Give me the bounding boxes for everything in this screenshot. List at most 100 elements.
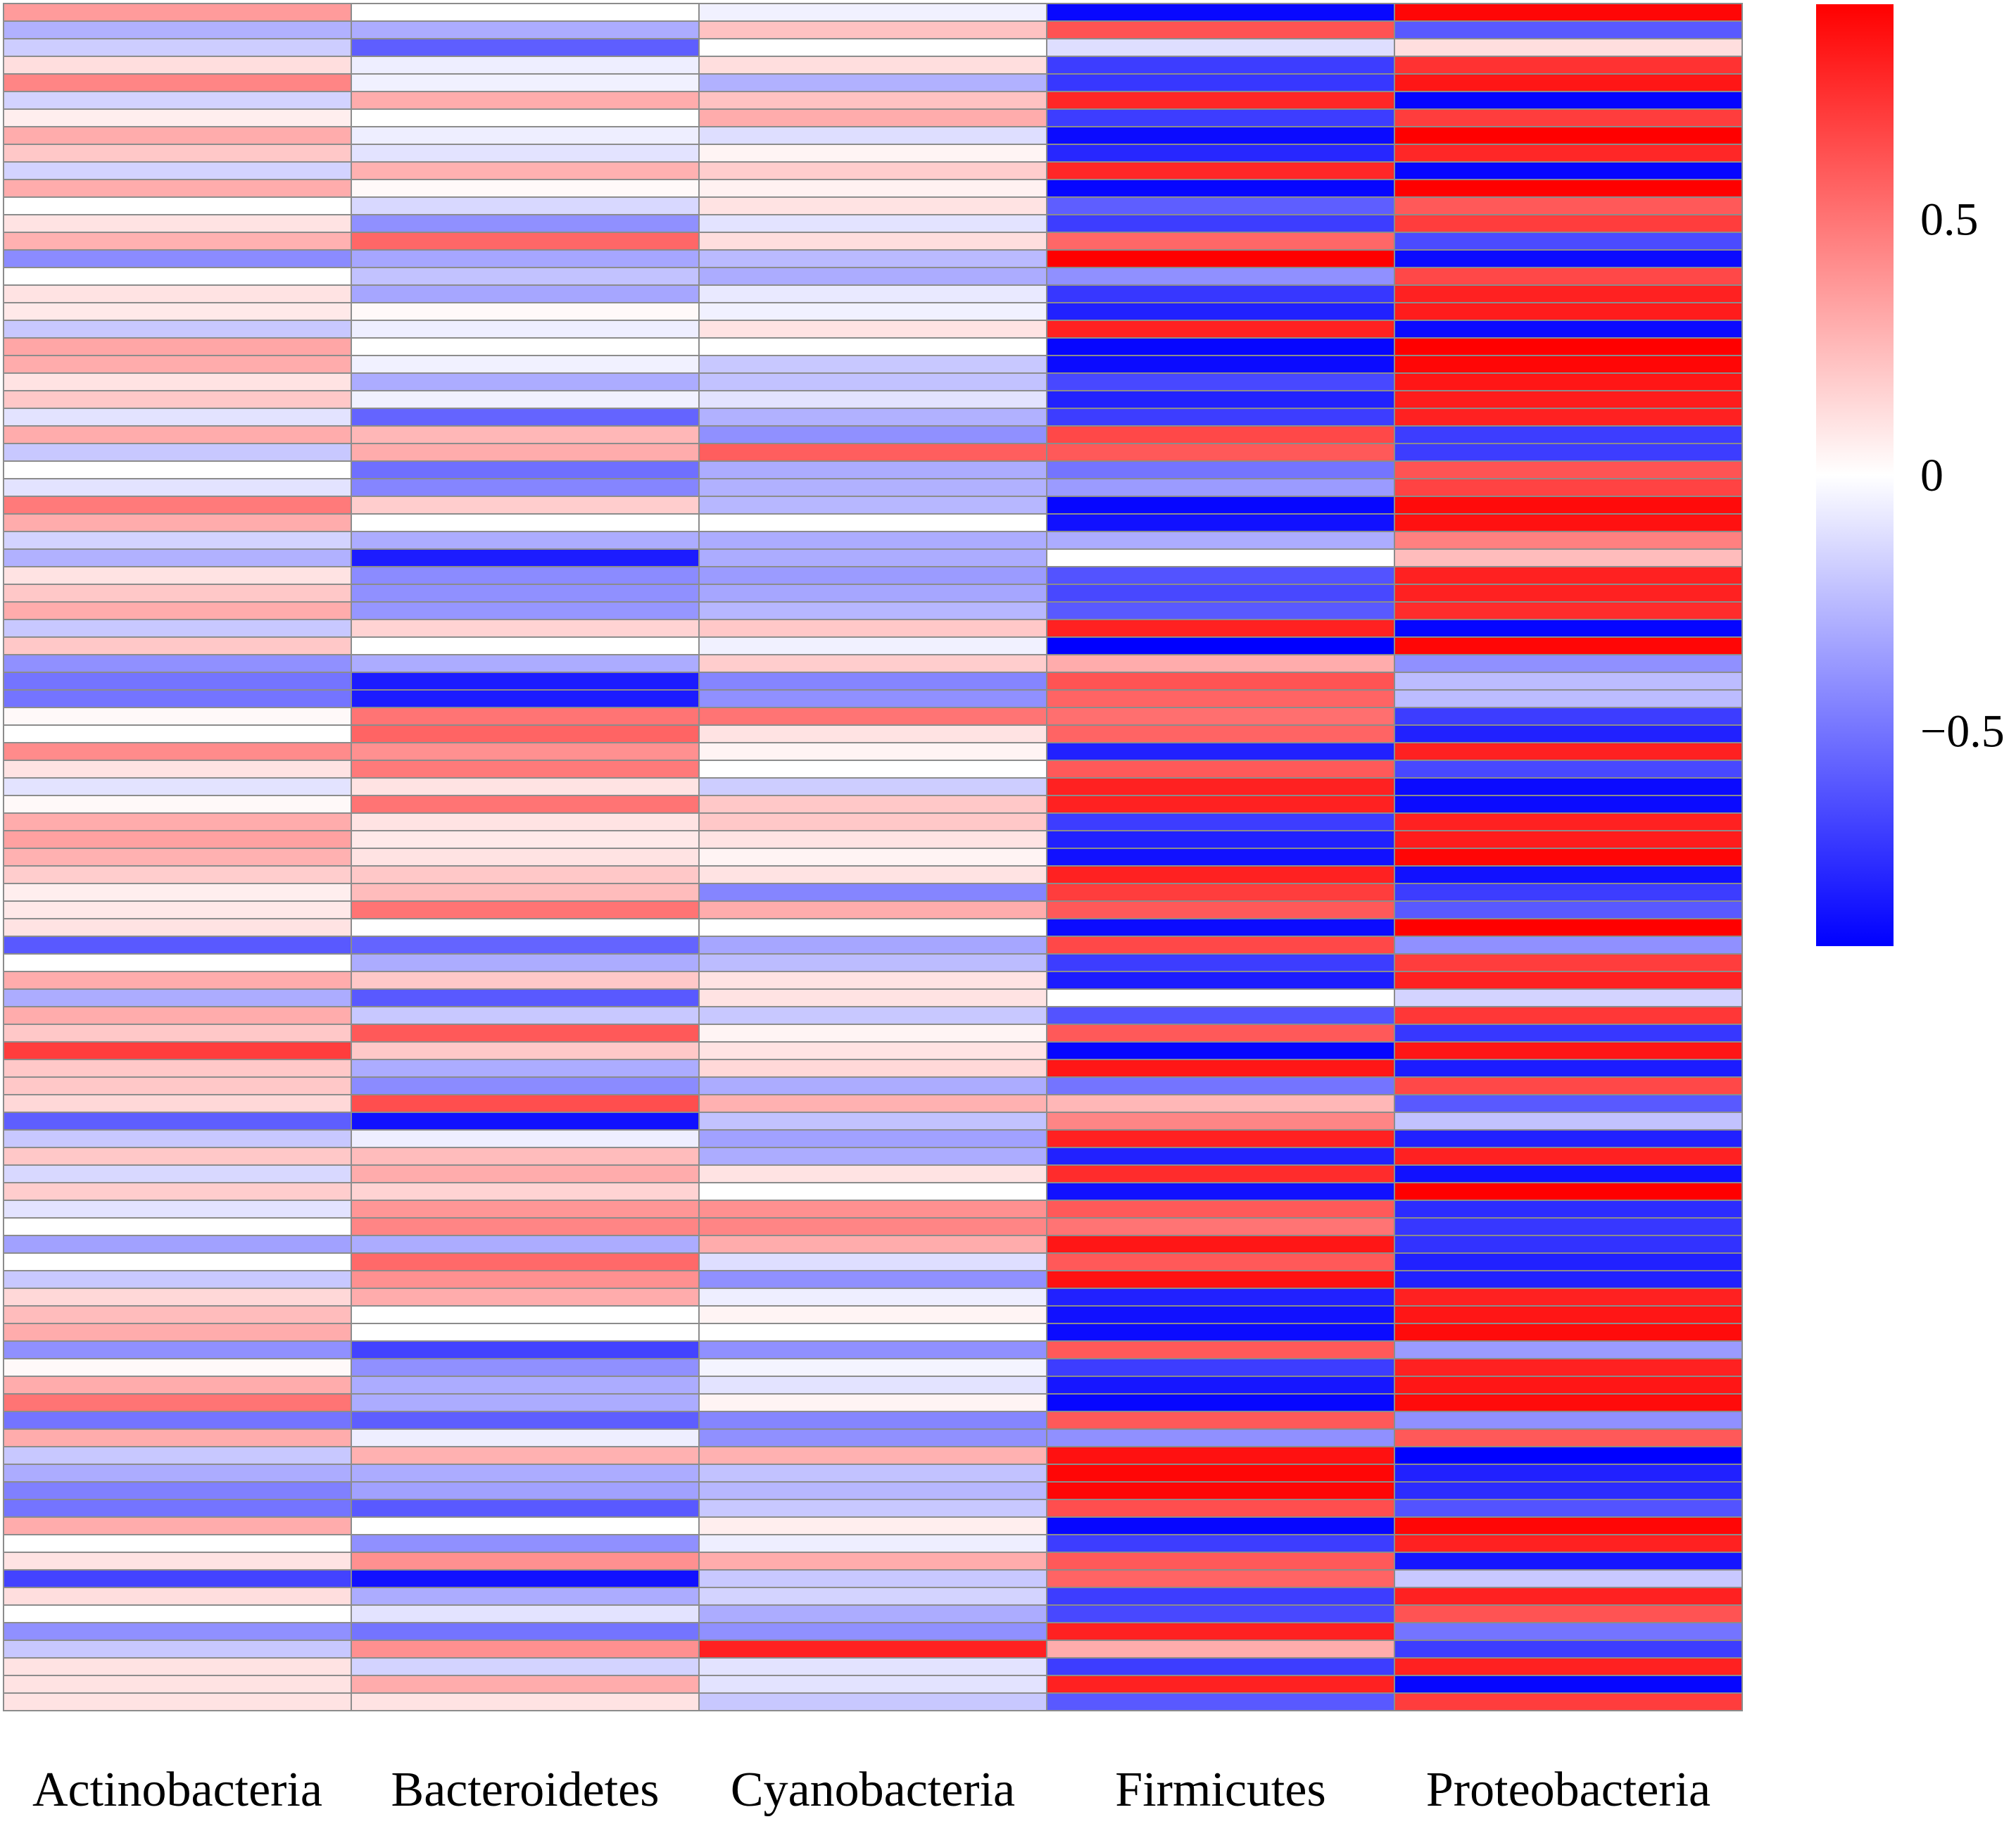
heatmap-cell: [698, 355, 1047, 374]
heatmap-cell: [3, 1024, 352, 1043]
heatmap-cell: [1394, 1182, 1743, 1201]
heatmap-cell: [1046, 742, 1395, 761]
heatmap-cell: [3, 214, 352, 233]
heatmap-cell: [1046, 108, 1395, 127]
heatmap-cell: [698, 742, 1047, 761]
heatmap-cell: [698, 689, 1047, 708]
heatmap-cell: [1046, 337, 1395, 356]
heatmap-cell: [1046, 1340, 1395, 1359]
heatmap-cell: [351, 408, 700, 427]
heatmap-cell: [1046, 1182, 1395, 1201]
heatmap-cell: [1394, 91, 1743, 110]
heatmap-cell: [3, 443, 352, 462]
heatmap-cell: [3, 337, 352, 356]
heatmap-cell: [3, 232, 352, 251]
heatmap-cell: [1046, 1024, 1395, 1043]
heatmap-cell: [3, 1182, 352, 1201]
heatmap-cell: [698, 531, 1047, 550]
heatmap-cell: [698, 91, 1047, 110]
heatmap-cell: [698, 38, 1047, 57]
heatmap-cell: [1394, 830, 1743, 849]
heatmap-cell: [1046, 760, 1395, 779]
heatmap-cell: [3, 760, 352, 779]
heatmap-cell: [1046, 249, 1395, 268]
heatmap-cell: [1046, 988, 1395, 1007]
heatmap-cell: [698, 408, 1047, 427]
heatmap-cell: [351, 108, 700, 127]
heatmap-cell: [1046, 1428, 1395, 1447]
heatmap-cell: [1046, 1217, 1395, 1236]
heatmap-cell: [3, 848, 352, 867]
heatmap-cell: [3, 654, 352, 673]
heatmap-cell: [1394, 1288, 1743, 1307]
heatmap-cell: [3, 742, 352, 761]
heatmap-cell: [351, 460, 700, 479]
heatmap-cell: [351, 742, 700, 761]
heatmap-cell: [1046, 267, 1395, 286]
heatmap-cell: [1046, 91, 1395, 110]
heatmap-cell: [351, 1164, 700, 1183]
heatmap-cell: [351, 1640, 700, 1659]
heatmap-cell: [1394, 1534, 1743, 1553]
heatmap-cell: [1046, 619, 1395, 638]
heatmap-cell: [3, 812, 352, 831]
heatmap-cell: [351, 267, 700, 286]
heatmap-cell: [1046, 1129, 1395, 1148]
heatmap-cell: [351, 971, 700, 990]
heatmap-cell: [698, 1569, 1047, 1588]
heatmap-cell: [351, 355, 700, 374]
heatmap-cell: [698, 179, 1047, 198]
heatmap-cell: [351, 1657, 700, 1676]
heatmap-cell: [3, 1640, 352, 1659]
heatmap-cell: [351, 760, 700, 779]
heatmap-cell: [698, 672, 1047, 691]
heatmap-cell: [3, 918, 352, 937]
heatmap-cell: [3, 1552, 352, 1571]
heatmap-cell: [1394, 1094, 1743, 1113]
heatmap-cell: [351, 1675, 700, 1694]
heatmap-cell: [3, 1270, 352, 1289]
heatmap-cell: [3, 707, 352, 726]
heatmap-cell: [1046, 1657, 1395, 1676]
heatmap-cell: [351, 1200, 700, 1219]
heatmap-cell: [3, 1534, 352, 1553]
heatmap-cell: [3, 830, 352, 849]
heatmap-cell: [351, 584, 700, 603]
heatmap-cell: [698, 1252, 1047, 1271]
heatmap-cell: [698, 1464, 1047, 1483]
heatmap-cell: [3, 478, 352, 497]
heatmap-cell: [1046, 1569, 1395, 1588]
heatmap-cell: [1046, 777, 1395, 796]
heatmap-cell: [351, 214, 700, 233]
heatmap-cell: [1046, 848, 1395, 867]
heatmap-cell: [698, 513, 1047, 532]
heatmap-cell: [698, 196, 1047, 215]
heatmap-cell: [698, 302, 1047, 321]
heatmap-cell: [698, 1024, 1047, 1043]
heatmap-cell: [698, 1428, 1047, 1447]
heatmap-cell: [698, 619, 1047, 638]
heatmap-cell: [1046, 900, 1395, 919]
heatmap-cell: [351, 918, 700, 937]
heatmap-cell: [1394, 232, 1743, 251]
heatmap-cell: [698, 267, 1047, 286]
heatmap-cell: [1046, 601, 1395, 620]
heatmap-cell: [1046, 214, 1395, 233]
heatmap-cell: [1394, 566, 1743, 585]
heatmap-cell: [698, 390, 1047, 409]
heatmap-cell: [1394, 1358, 1743, 1377]
heatmap-cell: [1394, 443, 1743, 462]
heatmap-cell: [3, 20, 352, 39]
heatmap-cell: [1394, 900, 1743, 919]
heatmap-cell: [698, 760, 1047, 779]
heatmap-cell: [1394, 73, 1743, 92]
heatmap-cell: [351, 20, 700, 39]
heatmap-cell: [698, 496, 1047, 515]
heatmap-cell: [1394, 1446, 1743, 1465]
heatmap-cell: [351, 795, 700, 814]
heatmap-cell: [1046, 126, 1395, 145]
heatmap-cell: [3, 1147, 352, 1166]
heatmap-cell: [351, 1112, 700, 1131]
heatmap-cell: [1046, 936, 1395, 955]
heatmap-cell: [1046, 425, 1395, 444]
